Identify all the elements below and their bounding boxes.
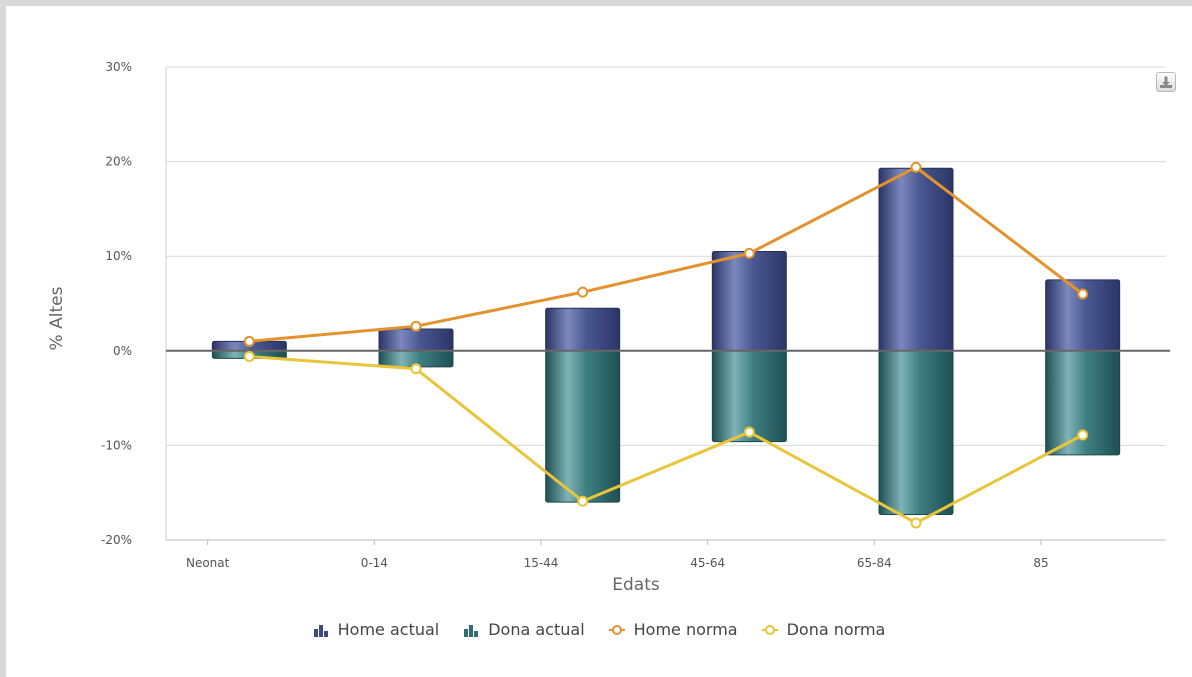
y-tick-label: 10% (105, 249, 132, 263)
legend-item-dona-norma[interactable]: Dona norma (761, 620, 886, 639)
bar-chart-icon (313, 622, 329, 638)
y-tick-label: 0% (113, 344, 132, 358)
point-home-norma (910, 161, 922, 173)
legend-label-dona-norma: Dona norma (786, 620, 886, 639)
line-marker-icon (761, 622, 778, 638)
y-tick-label: -20% (101, 533, 132, 547)
bars (211, 167, 1121, 515)
x-tick-label: 45-64 (690, 556, 725, 570)
legend-label-home-actual: Home actual (337, 620, 440, 639)
bar-home-actual (878, 167, 954, 352)
point-dona-norma (410, 363, 422, 375)
bar-home-actual (378, 328, 454, 352)
legend-item-home-actual[interactable]: Home actual (313, 620, 440, 639)
legend-label-dona-actual: Dona actual (488, 620, 585, 639)
x-tick-label: 65-84 (857, 556, 892, 570)
download-icon (1160, 76, 1172, 88)
legend-item-dona-actual[interactable]: Dona actual (463, 620, 585, 639)
point-home-norma (410, 320, 422, 332)
bar-home-actual (545, 307, 621, 352)
point-home-norma (1077, 288, 1089, 300)
bar-dona-actual (878, 350, 954, 515)
bar-chart-icon (463, 622, 479, 638)
y-axis-title: % Altes (47, 286, 67, 350)
export-button[interactable] (1156, 72, 1176, 92)
line-dona-norma (249, 354, 1084, 525)
x-tick-label: 0-14 (361, 556, 388, 570)
x-tick-label: 15-44 (524, 556, 559, 570)
point-home-norma (243, 335, 255, 347)
point-dona-norma (910, 517, 922, 529)
point-dona-norma (743, 426, 755, 438)
legend-item-home-norma[interactable]: Home norma (608, 620, 738, 639)
y-tick-label: 20% (105, 155, 132, 169)
grid-lines (165, 66, 1166, 541)
line-home-norma (249, 165, 1084, 343)
point-home-norma (743, 247, 755, 259)
x-tick-label: 85 (1033, 556, 1048, 570)
y-tick-label: 30% (105, 60, 132, 74)
legend: Home actual Dona actual Home norma Dona … (6, 620, 1192, 639)
chart-plot: -20% -10% 0% 10% 20% 30% Neonat 0-14 15-44 45-64… (47, 60, 1170, 595)
point-dona-norma (1077, 429, 1089, 441)
legend-label-home-norma: Home norma (633, 620, 738, 639)
bar-home-actual (711, 250, 787, 352)
chart-container: -20% -10% 0% 10% 20% 30% Neonat 0-14 15-44 45-64… (6, 6, 1192, 677)
point-dona-norma (577, 495, 589, 507)
line-marker-icon (608, 622, 625, 638)
x-axis-title: Edats (612, 575, 660, 595)
point-home-norma (577, 286, 589, 298)
x-tick-label: Neonat (186, 556, 230, 570)
x-axis-ticks: Neonat 0-14 15-44 45-64 65-84 85 (186, 540, 1049, 570)
norm-lines (243, 161, 1089, 529)
point-dona-norma (243, 350, 255, 362)
y-axis-ticks: -20% -10% 0% 10% 20% 30% (101, 60, 132, 547)
y-tick-label: -10% (101, 438, 132, 452)
